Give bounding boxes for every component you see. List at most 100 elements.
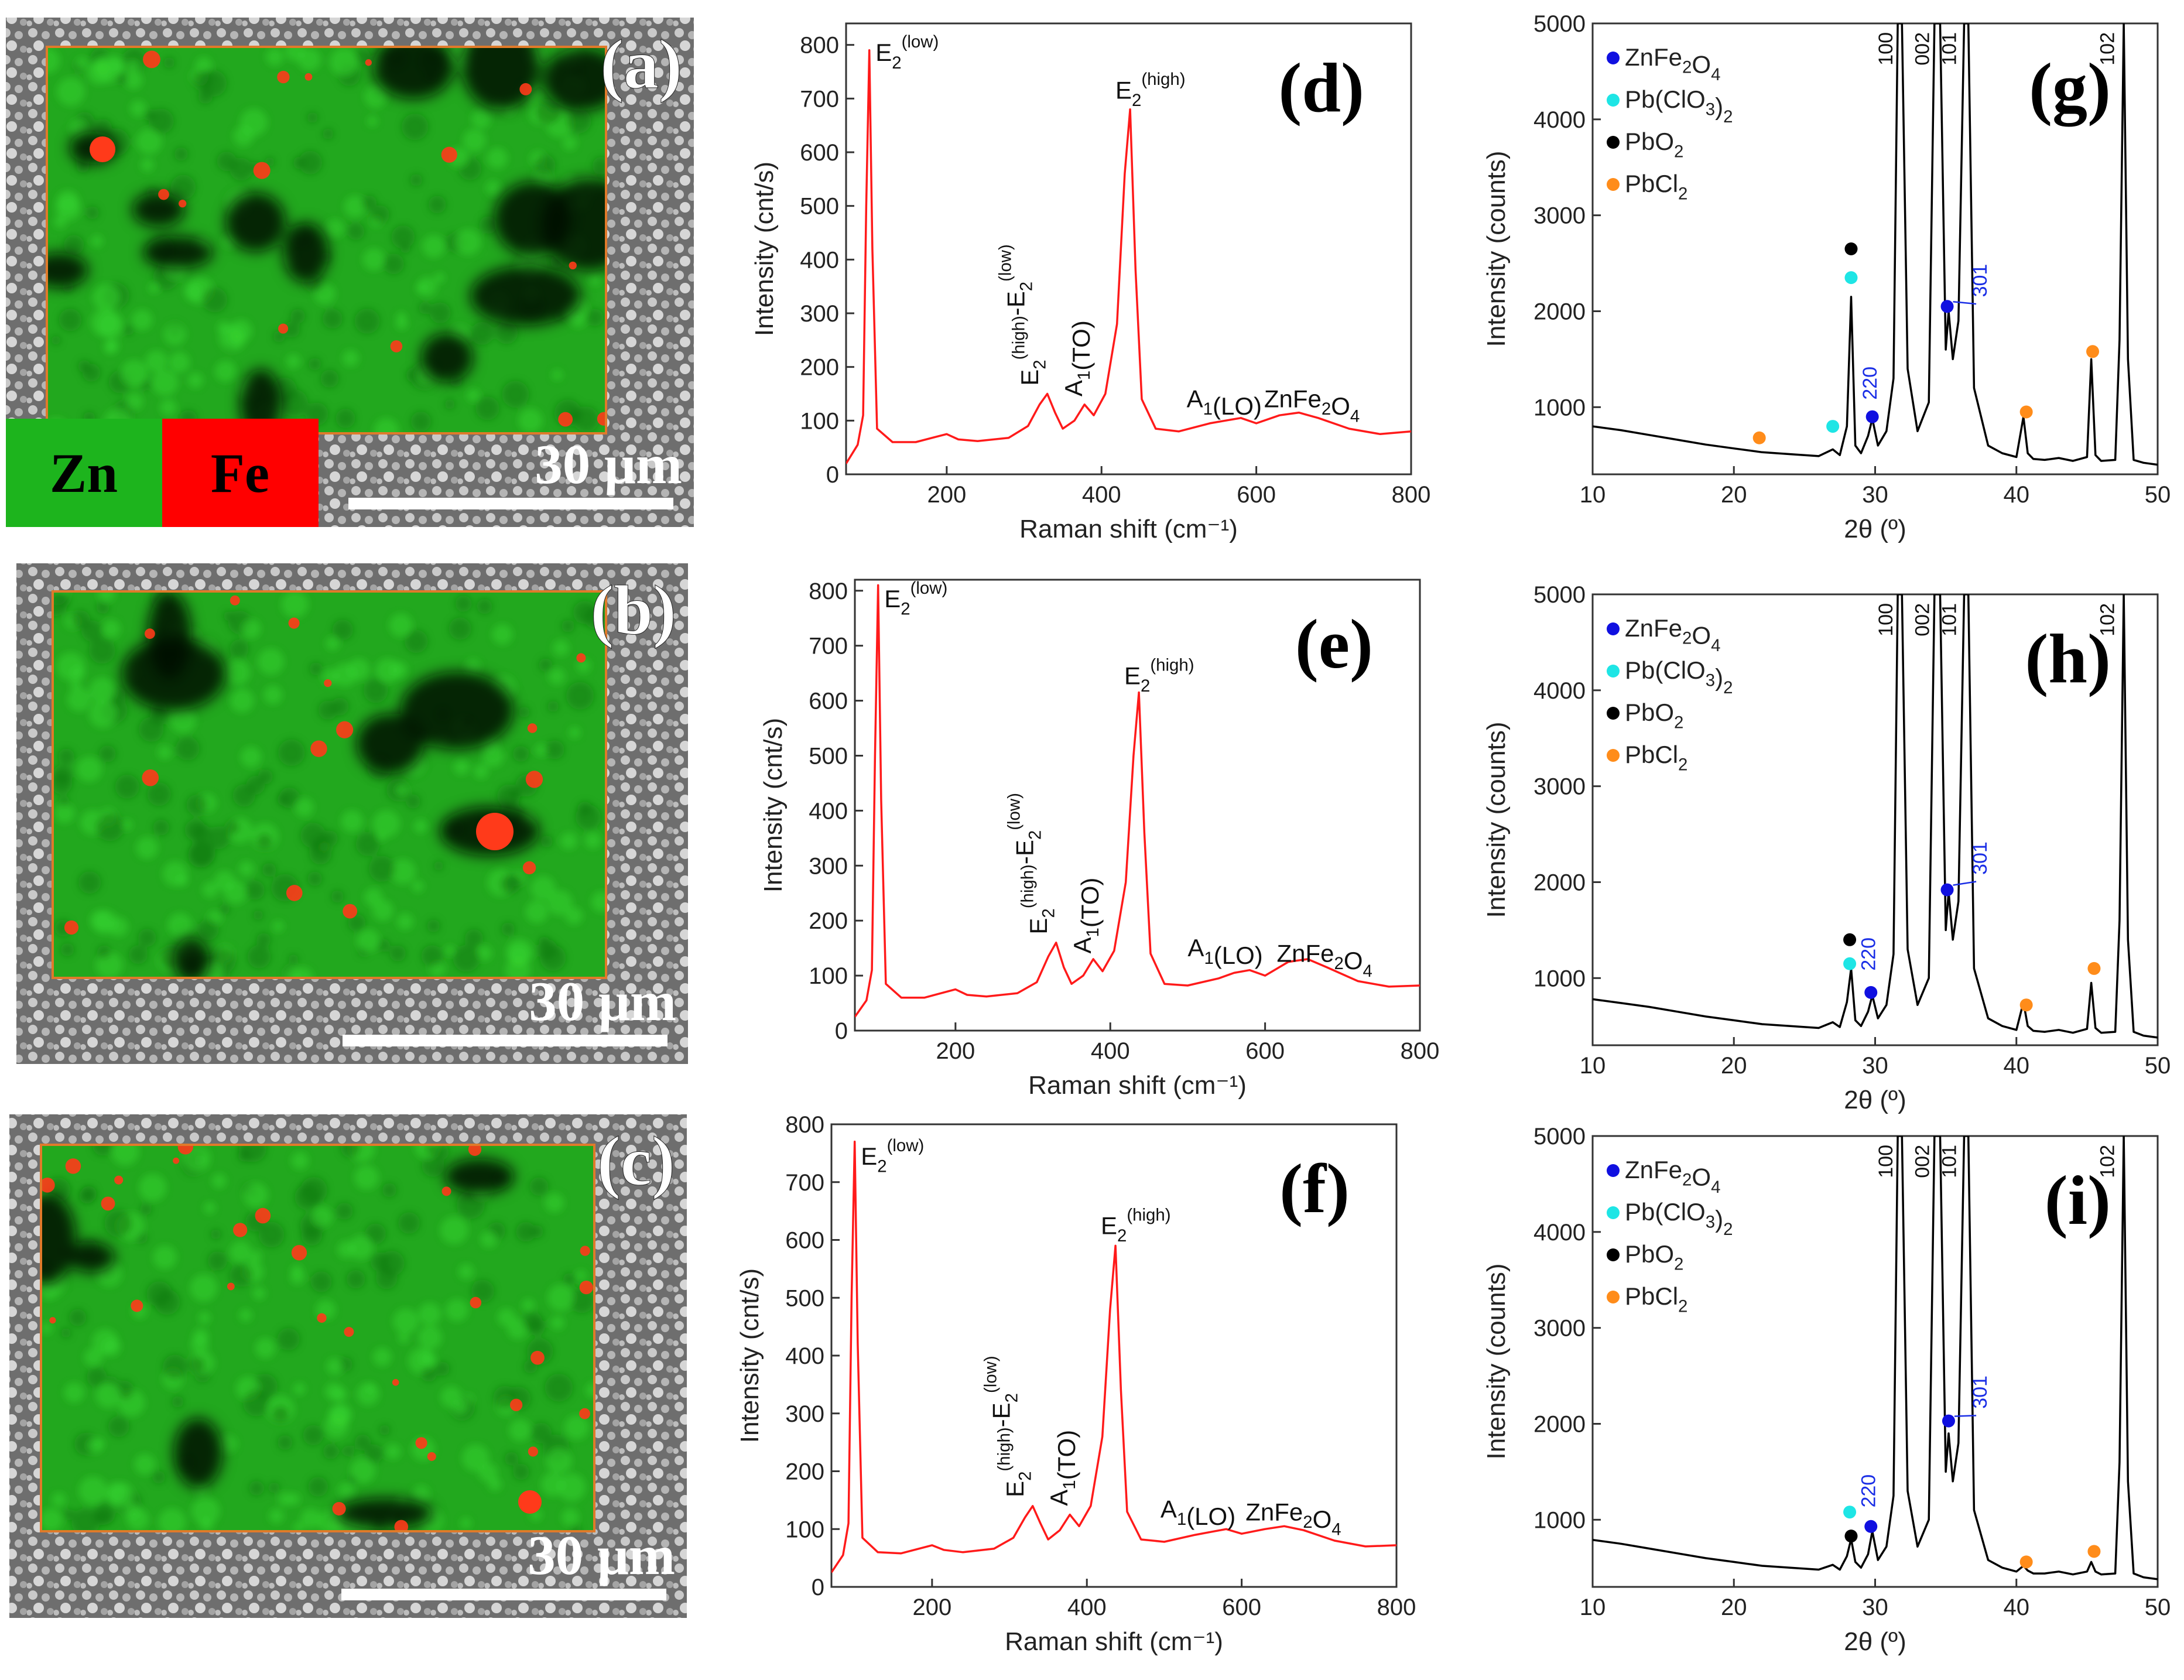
y-axis-label: Intensity (counts) [1482,1263,1511,1459]
zn-grain [341,810,363,832]
zn-grain [418,1325,442,1350]
zn-grain [375,658,400,683]
zn-grain [149,282,159,293]
zn-grain [557,1473,586,1501]
zn-grain [355,832,380,857]
zn-grain [541,1472,565,1497]
phase-marker [1940,300,1954,313]
zn-grain [506,875,522,890]
hkl-label: 301 [1969,1376,1991,1409]
zn-grain [326,637,340,651]
y-tick-label: 1000 [1533,966,1586,991]
zn-grain [573,406,600,432]
dark-region [132,192,185,227]
zn-grain [336,1202,353,1220]
legend-swatch [162,419,319,527]
zn-grain [476,945,492,961]
zn-grain [80,1186,97,1202]
y-tick-label: 3000 [1533,203,1586,229]
panel-label: (a) [600,25,682,103]
zn-grain [325,219,344,238]
reflection-label: 102 [2097,1145,2119,1178]
x-axis-label: 2θ (º) [1844,515,1906,543]
zn-grain [348,913,366,932]
zn-grain [108,57,125,74]
zn-grain [340,1145,360,1158]
fe-spot [476,813,514,850]
plot-area [1593,23,2158,466]
zn-grain [573,601,597,624]
zn-grain [367,116,378,126]
zn-grain [303,1425,324,1446]
zn-grain [372,900,393,921]
zn-grain [421,1366,437,1382]
zn-grain [125,71,143,90]
phase-marker [1844,1530,1858,1543]
y-tick-label: 200 [785,1459,824,1485]
zn-grain [323,1443,339,1459]
phase-marker [1942,1414,1955,1428]
zn-grain [93,58,109,74]
zn-grain [562,620,574,633]
eds-map [47,47,606,433]
fe-spot [510,1398,523,1411]
zn-grain [444,945,456,956]
panel-label: (c) [597,1122,675,1200]
zn-grain [545,1193,564,1213]
peak-annotation: E2(high) [1124,655,1194,696]
zn-grain [322,309,343,329]
fe-spot [569,261,577,270]
fe-spot [558,412,573,427]
series-line-xrd [1593,594,2158,1039]
y-axis-label: Intensity (cnt/s) [759,718,788,892]
dark-region [68,1242,115,1273]
zn-grain [308,1476,328,1497]
peak-annotation: A1(LO) [1187,934,1262,969]
y-tick-label: 1000 [1533,395,1586,420]
zn-grain [347,658,369,681]
zn-grain [410,411,431,432]
zn-grain [232,784,256,807]
zn-grain [124,1503,141,1520]
y-tick-label: 4000 [1533,678,1586,704]
zn-grain [338,1483,355,1500]
y-tick-label: 600 [785,1228,824,1254]
y-tick-label: 800 [800,33,839,59]
zn-grain [219,324,246,351]
zn-grain [280,389,308,417]
zn-grain [389,945,406,962]
zn-grain [76,757,102,782]
fe-spot [522,861,536,875]
x-tick-label: 50 [2145,1053,2171,1079]
zn-grain [268,1482,280,1494]
fe-spot [310,740,327,757]
zn-grain [108,1416,129,1438]
peak-annotation: E2(high) [1101,1206,1171,1246]
dark-region [420,333,473,382]
y-axis-label: Intensity (counts) [1482,721,1511,918]
zn-grain [470,321,494,345]
zn-grain [344,196,366,218]
zn-grain [63,235,84,255]
zn-grain [485,180,502,196]
reflection-label: 002 [1912,1145,1934,1178]
zn-grain [354,1165,379,1190]
zn-grain [129,945,148,964]
zn-grain [91,308,119,337]
zn-grain [467,389,480,402]
zn-grain [253,910,263,921]
fe-spot [317,1313,327,1323]
zn-grain [277,1327,300,1351]
zn-grain [210,1229,221,1240]
zn-grain [560,832,577,850]
zn-grain [108,917,128,937]
zn-grain [550,1316,564,1330]
zn-grain [416,283,427,294]
zn-grain [422,235,446,258]
zn-grain [95,1383,121,1408]
zn-grain [249,1480,264,1496]
hkl-leader-line [1953,881,1977,886]
zn-grain [163,57,175,69]
eds-map [53,591,606,978]
zn-grain [230,639,249,659]
